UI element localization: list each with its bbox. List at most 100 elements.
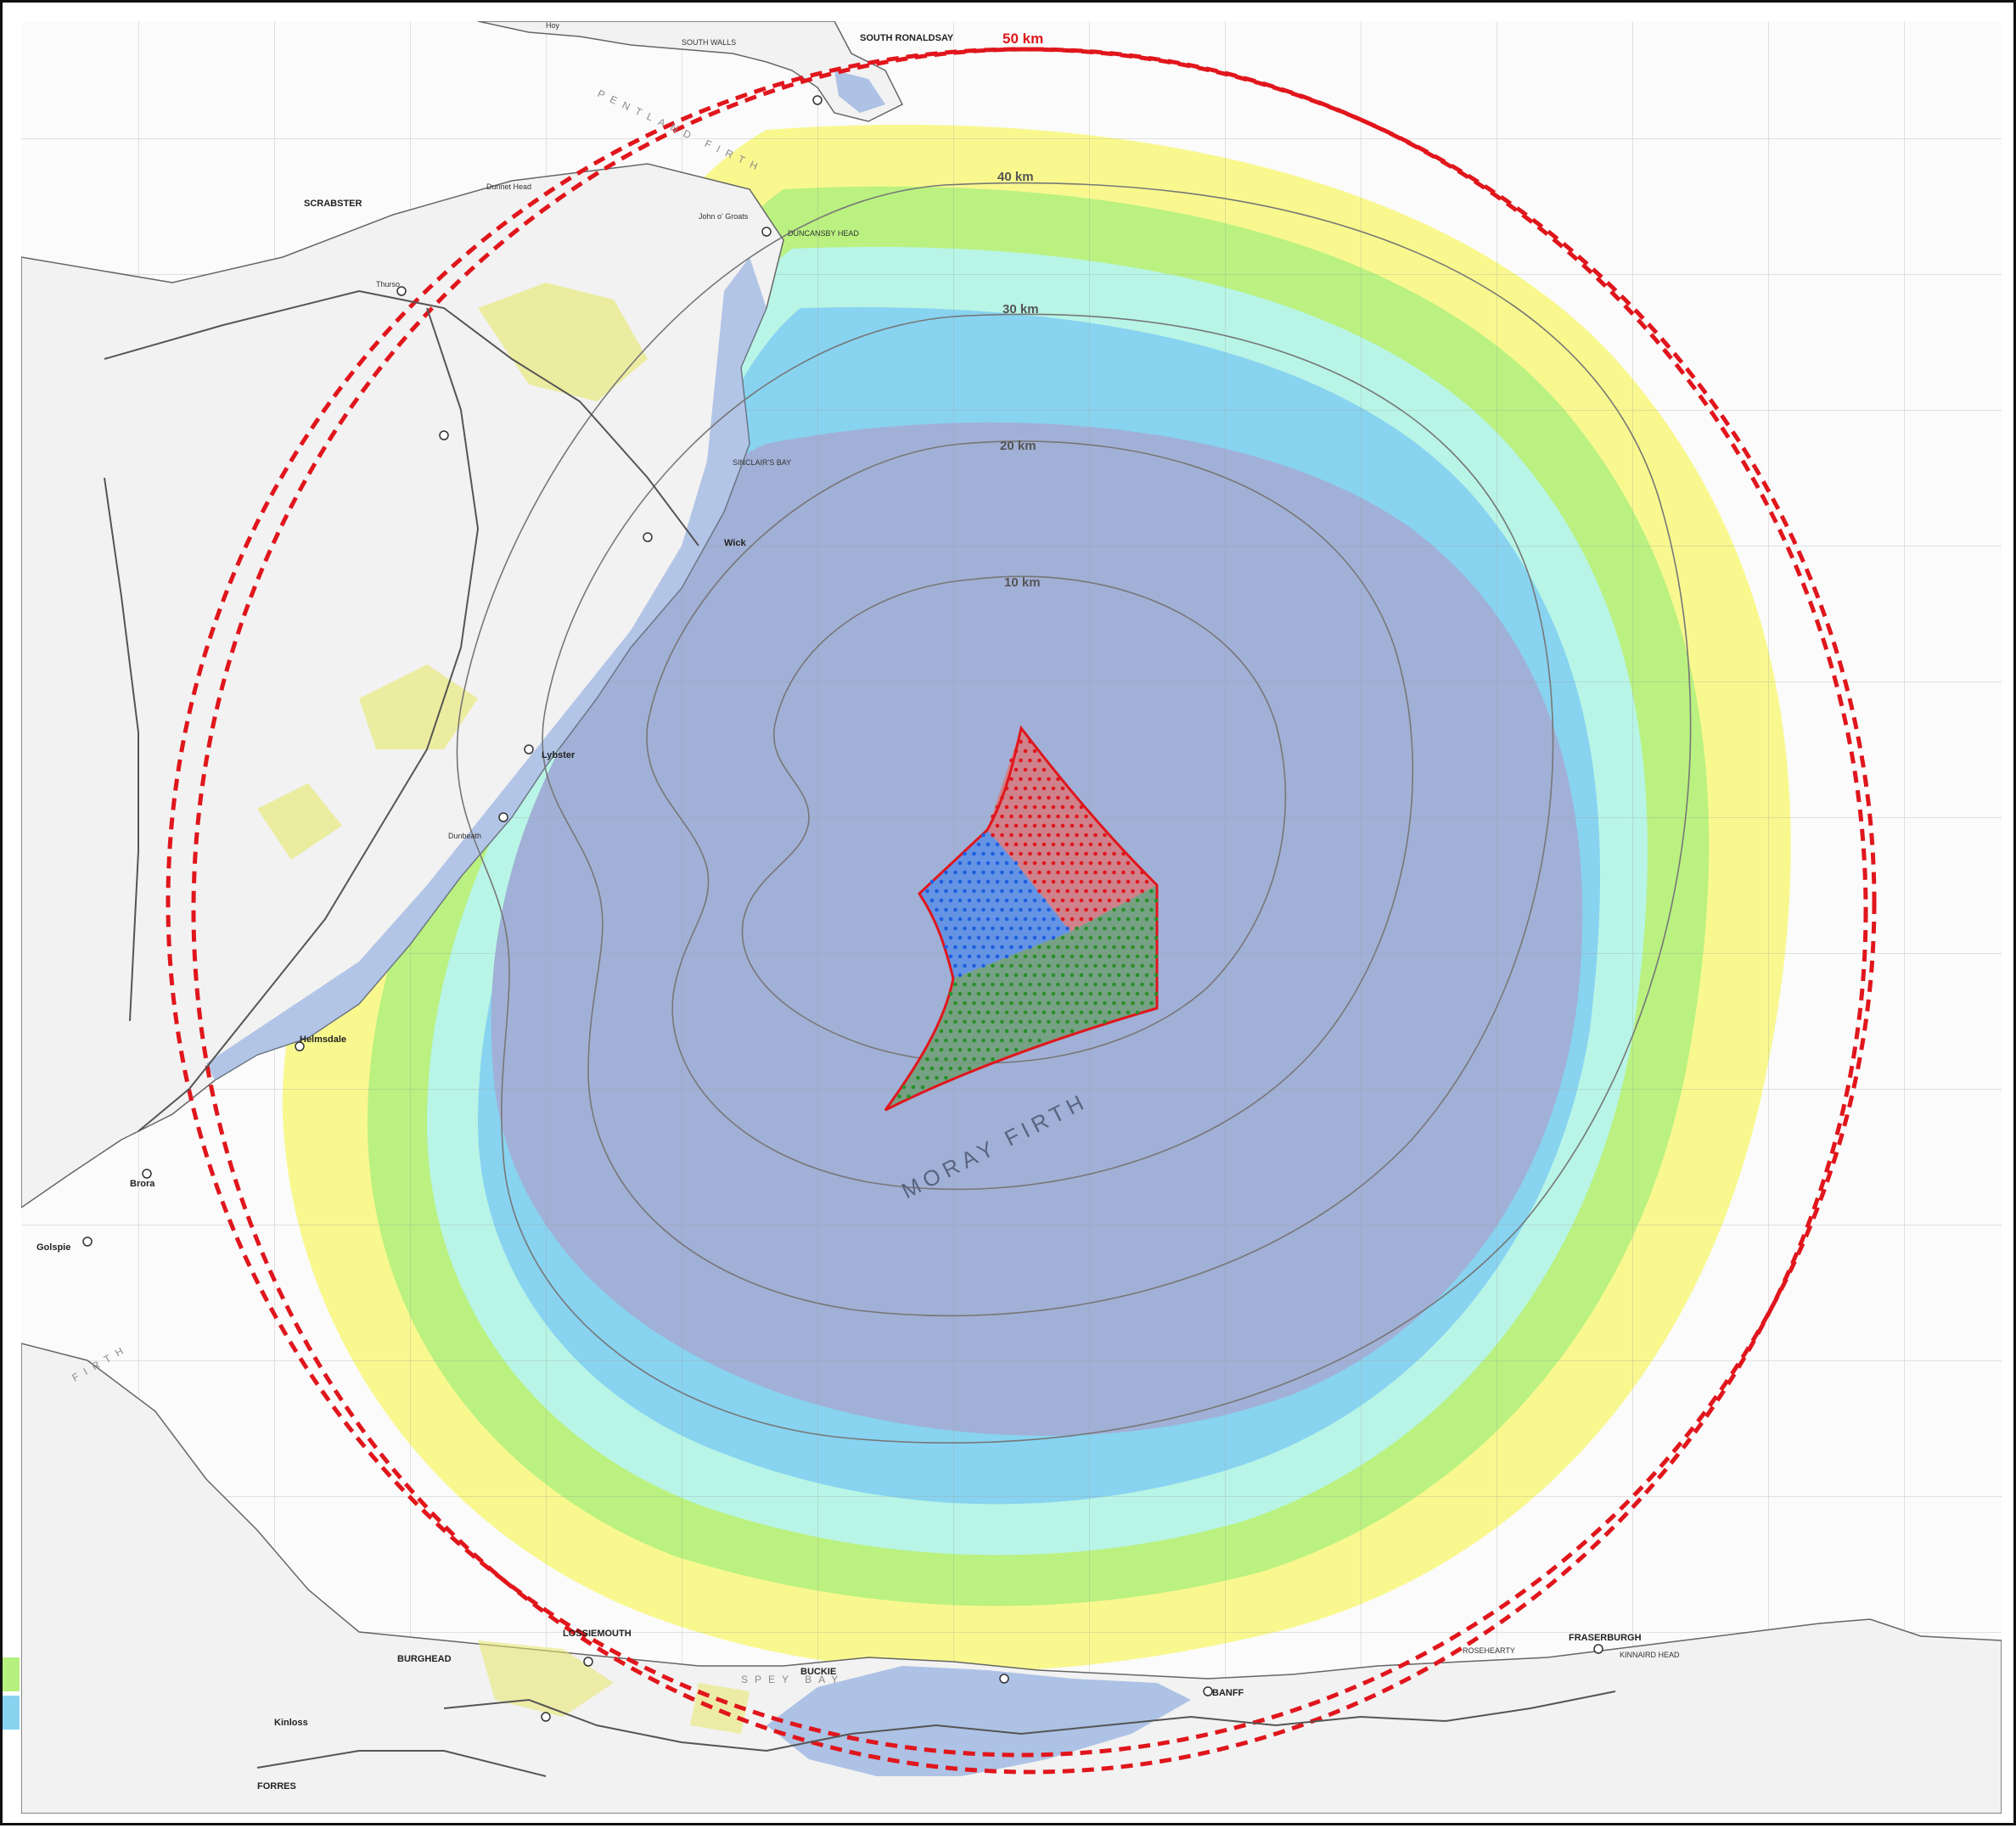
turbine-red-34 — [995, 805, 1000, 810]
place-south-walls: SOUTH WALLS — [682, 38, 736, 47]
ring-label-20km: 20 km — [1000, 439, 1036, 453]
turbine-blue-79 — [986, 917, 991, 922]
turbine-red-13 — [1009, 777, 1014, 782]
turbine-red-71 — [1037, 833, 1042, 838]
turbine-red-78 — [1103, 833, 1107, 838]
turbine-blue-124 — [957, 954, 963, 959]
turbine-red-12 — [1042, 767, 1047, 772]
turbine-red-48 — [1028, 814, 1032, 819]
turbine-blue-50 — [948, 898, 953, 903]
turbine-green-85 — [986, 973, 991, 978]
place-brora: Brora — [130, 1179, 155, 1189]
turbine-blue-48 — [929, 898, 935, 903]
turbine-red-166 — [1084, 907, 1088, 912]
turbine-green-170 — [1149, 1001, 1154, 1006]
turbine-red-121 — [1075, 870, 1079, 875]
turbine-green-191 — [1135, 1010, 1140, 1015]
turbine-red-44 — [991, 814, 995, 819]
turbine-red-170 — [1070, 917, 1075, 922]
turbine-blue-72 — [1037, 907, 1042, 912]
place-lybster: Lybster — [542, 750, 576, 760]
turbine-green-7 — [1140, 907, 1144, 912]
place-helmsdale: Helmsdale — [300, 1035, 346, 1045]
turbine-red-50 — [1047, 814, 1051, 819]
turbine-green-262 — [925, 1075, 929, 1080]
turbine-green-13 — [1135, 917, 1140, 922]
turbine-green-47 — [1140, 945, 1144, 950]
turbine-red-23 — [1042, 786, 1047, 791]
turbine-green-264 — [944, 1075, 948, 1080]
turbine-green-202 — [1037, 1019, 1042, 1024]
place-spey-bay: SPEY BAY — [741, 1674, 845, 1685]
legend-swatch-cyan — [3, 1696, 20, 1730]
turbine-green-219 — [1023, 1029, 1028, 1034]
turbine-blue-87 — [944, 926, 948, 931]
turbine-green-182 — [1051, 1010, 1056, 1015]
legend-swatch-green — [3, 1657, 20, 1691]
place-burghead: BURGHEAD — [397, 1654, 452, 1664]
turbine-green-251 — [963, 1057, 967, 1062]
turbine-green-253 — [981, 1057, 986, 1062]
turbine-red-87 — [1079, 842, 1084, 847]
turbine-green-91 — [1042, 973, 1047, 978]
turbine-blue-5 — [972, 851, 976, 856]
turbine-red-109 — [1070, 861, 1075, 866]
turbine-red-35 — [1004, 805, 1009, 810]
turbine-blue-82 — [1014, 917, 1019, 922]
place-forres: FORRES — [257, 1781, 296, 1792]
turbine-red-112 — [1098, 861, 1103, 866]
turbine-red-4 — [1032, 749, 1037, 754]
turbine-red-146 — [1075, 889, 1079, 894]
turbine-green-143 — [1107, 991, 1112, 996]
turbines-red — [991, 739, 1149, 922]
turbine-green-112 — [1028, 982, 1032, 987]
turbine-green-130 — [986, 991, 991, 996]
turbine-blue-100 — [1065, 926, 1070, 931]
turbine-red-156 — [1070, 898, 1075, 903]
turbine-red-63 — [1070, 823, 1075, 828]
turbine-blue-133 — [981, 963, 986, 968]
turbine-green-71 — [1047, 963, 1051, 968]
turbine-red-0 — [1019, 739, 1023, 744]
turbine-blue-122 — [1028, 945, 1032, 950]
turbine-red-107 — [1051, 861, 1056, 866]
turbine-red-158 — [1088, 898, 1093, 903]
turbine-green-114 — [1047, 982, 1051, 987]
turbine-green-126 — [948, 991, 953, 996]
turbine-green-53 — [1051, 954, 1056, 959]
turbine-green-255 — [920, 1066, 925, 1071]
turbine-green-193 — [953, 1019, 957, 1024]
turbine-red-88 — [1088, 842, 1093, 847]
turbine-blue-44 — [1000, 889, 1004, 894]
turbine-blue-61 — [935, 907, 939, 912]
place-hoy: Hoy — [546, 21, 560, 30]
turbine-red-101 — [1103, 851, 1107, 856]
turbine-green-132 — [1004, 991, 1009, 996]
turbine-blue-118 — [991, 945, 995, 950]
turbine-blue-14 — [1004, 861, 1009, 866]
turbine-red-122 — [1084, 870, 1088, 875]
turbine-red-37 — [1023, 805, 1028, 810]
place-dunbeath: Dunbeath — [448, 832, 481, 840]
turbine-red-159 — [1098, 898, 1103, 903]
turbine-green-92 — [1051, 973, 1056, 978]
turbine-red-113 — [1107, 861, 1112, 866]
turbine-blue-74 — [939, 917, 944, 922]
turbine-blue-120 — [1009, 945, 1014, 950]
turbine-blue-35 — [1023, 879, 1028, 884]
turbine-blue-86 — [1051, 917, 1056, 922]
turbine-blue-47 — [1028, 889, 1032, 894]
ring-50km-outline — [191, 47, 1868, 1775]
turbine-green-105 — [963, 982, 967, 987]
turbine-green-220 — [1032, 1029, 1037, 1034]
turbine-green-28 — [1088, 935, 1093, 940]
turbine-green-23 — [1140, 926, 1144, 931]
turbine-green-235 — [1028, 1038, 1032, 1043]
turbine-blue-69 — [1009, 907, 1014, 912]
turbine-green-257 — [939, 1066, 944, 1071]
turbine-red-102 — [1112, 851, 1116, 856]
turbine-green-223 — [1060, 1029, 1065, 1034]
turbine-green-9 — [1098, 917, 1103, 922]
turbine-green-234 — [1019, 1038, 1023, 1043]
turbine-blue-55 — [995, 898, 1000, 903]
